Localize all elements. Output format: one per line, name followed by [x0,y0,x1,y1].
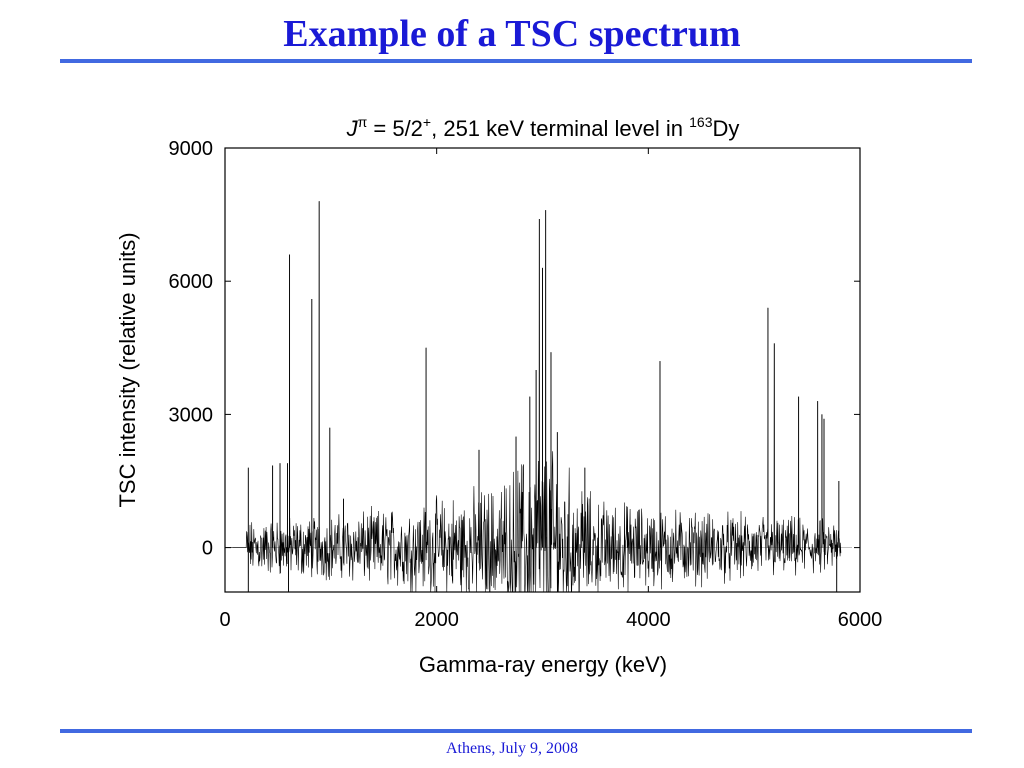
y-tick-label: 9000 [169,138,214,160]
slide-title: Example of a TSC spectrum [283,13,741,55]
x-tick-label: 2000 [414,609,459,631]
bottom-rule [60,729,972,733]
chart-title-pi: π [358,114,368,130]
plot-frame [224,147,861,593]
x-tick-label: 0 [219,609,230,631]
chart-title-iso-mass: 163 [689,114,713,130]
chart-title: Jπ = 5/2+, 251 keV terminal level in 163… [346,114,740,141]
chart-title-rest: , 251 keV terminal level in [431,116,689,141]
x-axis-label: Gamma-ray energy (keV) [419,652,667,677]
x-tick-label: 4000 [626,609,671,631]
y-tick-label: 0 [202,538,213,560]
chart-title-iso-elem: Dy [713,116,740,141]
chart-title-plus: + [423,114,431,130]
chart-title-eq: = 5/2 [367,116,423,141]
chart-title-j: J [346,116,359,141]
y-tick-label: 6000 [169,271,214,293]
top-rule [60,59,972,63]
spectrum-trace [225,201,842,593]
x-tick-label: 6000 [838,609,883,631]
y-axis-label: TSC intensity (relative units) [115,232,140,507]
y-tick-label: 3000 [169,404,214,426]
footer: Athens, July 9, 2008 [446,740,578,757]
